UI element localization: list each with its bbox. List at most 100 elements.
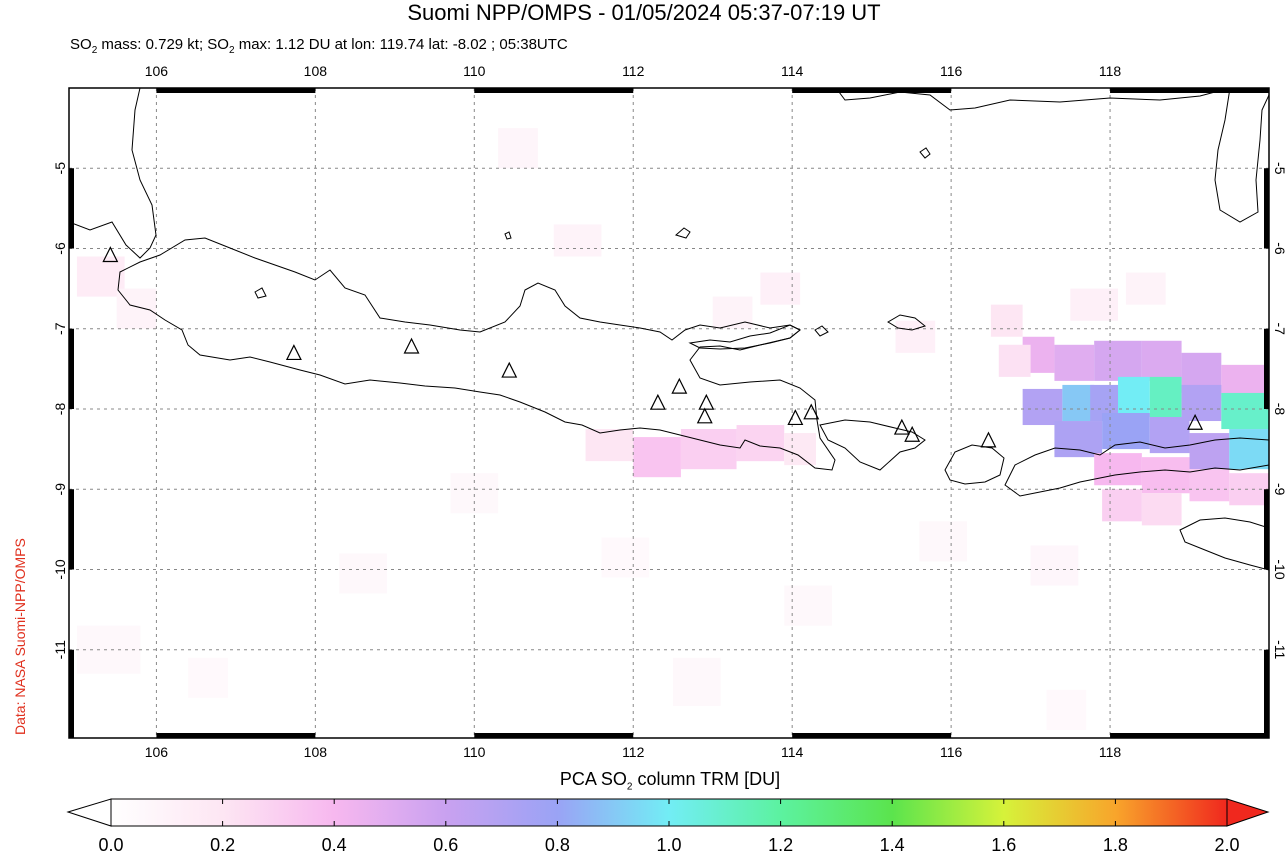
colorbar-label-post: column TRM [DU] [632,769,781,789]
coast-lombok [944,444,1005,485]
coast-islet [254,287,267,299]
lat-labels-left: -5 -6 -7 -8 -9 -10 -11 [52,162,68,660]
so2-cell [76,625,141,674]
so2-cell [672,657,721,706]
frame-bar-left [69,489,74,570]
so2-cell [1054,344,1095,381]
so2-cell [736,425,785,462]
so2-cell [633,437,681,478]
so2-cell [1189,469,1230,502]
volcano-icon [893,418,910,435]
colorbar-label: PCA SO2 column TRM [DU] [0,768,1288,799]
so2-cell [116,288,157,329]
so2-cell [990,304,1023,337]
so2-cell [1181,384,1222,422]
coast-madura [688,324,801,350]
so2-cell [760,272,801,305]
so2-cell [1022,388,1063,426]
frame-bar-left [69,168,74,249]
frame-bar-right [1264,489,1269,570]
lat-tick-label: -6 [52,242,68,255]
coast-borneo [835,88,1231,111]
lon-tick-label: 110 [463,744,486,760]
lon-labels-top: 106 108 110 112 114 116 118 [145,63,1122,79]
so2-cell [553,224,602,257]
lon-tick-label: 114 [781,63,804,79]
so2-cell [680,429,737,470]
volcano-icon [696,407,713,424]
so2-cell [498,128,538,169]
lon-tick-label: 118 [1099,744,1122,760]
coastline [69,88,1269,571]
lat-tick-label: -5 [52,162,68,175]
volcano-icon [501,361,518,378]
so2-cell [1030,545,1079,586]
lon-tick-label: 116 [940,744,963,760]
lon-tick-label: 116 [940,63,963,79]
so2-cell [1125,272,1166,305]
volcano-icon [1187,413,1204,430]
frame-bar-right [1264,168,1269,249]
frame-bar-right [1264,328,1269,409]
lat-tick-label: -9 [52,483,68,496]
lon-tick-label: 106 [145,63,169,79]
frame-bar-bottom [474,733,634,738]
so2-cell [1189,433,1230,470]
so2-cell [1229,429,1269,470]
lat-tick-label: -9 [1272,483,1288,496]
coast-bali [819,419,926,471]
so2-mass-label: SO [70,36,92,53]
so2-cell [1141,340,1182,381]
frame-bar-left [69,328,74,409]
colorbar-tick-label: 0.2 [210,835,235,855]
colorbar-tick-label: 0.4 [322,835,347,855]
so2-cell [1102,489,1142,522]
coast-islet [919,147,931,159]
colorbar-label-pre: PCA SO [559,769,627,789]
colorbar: 0.0 0.2 0.4 0.6 0.8 1.0 1.2 1.4 1.6 1.8 2.0 [66,798,1270,855]
so2-cell [1229,473,1269,506]
colorbar-label-sub: 2 [626,781,633,793]
volcano-icon [671,377,688,394]
lon-tick-label: 110 [463,63,486,79]
so2-cell [1141,457,1190,494]
map-frame [68,87,1270,739]
volcano-icon [803,403,820,420]
lat-tick-label: -10 [1272,559,1288,579]
so2-cell [1149,376,1182,418]
so2-cell [1141,493,1182,526]
frame-bar-top [474,88,634,93]
colorbar-tick-label: 1.0 [656,835,681,855]
frame-bar-bottom [156,733,316,738]
volcano-icon [787,409,804,426]
colorbar-tick-label: 2.0 [1214,835,1239,855]
frame-bar-bottom [792,733,952,738]
so2-cell [601,537,650,578]
so2-map: 106 108 110 112 114 116 118 106 108 110 112 114 116… [52,63,1288,760]
lat-tick-label: -10 [52,559,68,579]
frame-bar-left [69,649,74,738]
lon-tick-label: 112 [622,744,645,760]
volcano-markers [102,246,1204,448]
frame-bar-top [1110,88,1269,93]
lat-tick-label: -7 [1272,323,1288,336]
lat-tick-label: -8 [1272,403,1288,416]
coast-java [117,237,836,471]
so2-cell [1094,453,1142,486]
colorbar-tick-label: 0.6 [433,835,458,855]
so2-cell [1221,392,1269,430]
colorbar-tick-label: 1.2 [768,835,793,855]
so2-cell [1046,689,1087,730]
frame-bar-top [156,88,316,93]
volcano-icon [102,246,119,263]
lon-tick-label: 118 [1099,63,1122,79]
so2-cell [1062,384,1095,422]
lon-tick-label: 106 [145,744,169,760]
lat-tick-label: -7 [52,322,68,335]
lat-tick-label: -11 [1272,640,1288,659]
frame-bar-top [792,88,952,93]
so2-max-text: max: 1.12 DU at lon: 119.74 lat: -8.02 ;… [234,36,568,53]
subscript-2: 2 [228,45,235,56]
lat-labels-right: -5 -6 -7 -8 -9 -10 -11 [1272,162,1288,660]
so2-cell [919,521,968,562]
